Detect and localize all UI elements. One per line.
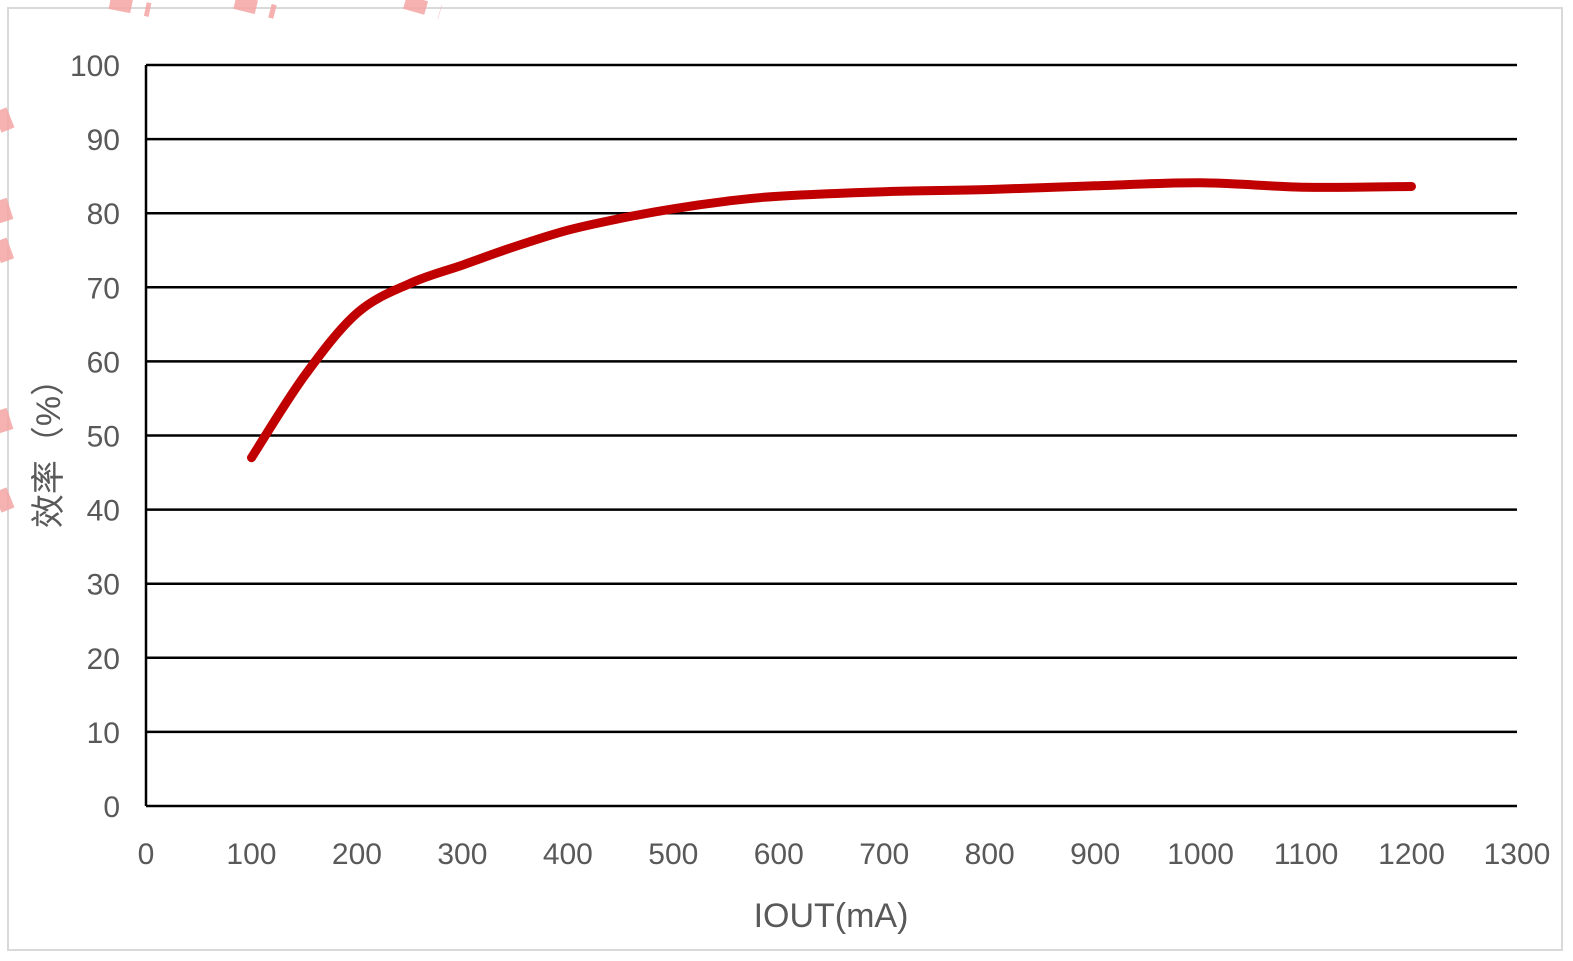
x-tick-label: 100	[226, 838, 276, 871]
y-tick-label: 100	[70, 50, 120, 83]
x-tick-label: 900	[1070, 838, 1120, 871]
y-tick-label: 0	[103, 791, 120, 824]
watermark-marks	[0, 0, 442, 513]
x-tick-label: 1200	[1378, 838, 1445, 871]
chart-frame	[7, 7, 1563, 951]
y-tick-label: 60	[87, 346, 120, 379]
x-axis-title: IOUT(mA)	[754, 897, 909, 935]
x-tick-label: 200	[332, 838, 382, 871]
y-gridlines	[144, 63, 1517, 808]
x-tick-label: 400	[543, 838, 593, 871]
series-line-0	[247, 178, 1416, 463]
x-tick-label: 1000	[1167, 838, 1234, 871]
x-tick-label: 300	[437, 838, 487, 871]
x-tick-label: 600	[754, 838, 804, 871]
x-tick-labels: 0 100 200 300 400 500 600 700 800 900 1000 1100 1200…	[138, 838, 1551, 871]
y-tick-label: 50	[87, 421, 120, 454]
y-tick-label: 70	[87, 272, 120, 305]
x-tick-label: 500	[648, 838, 698, 871]
x-tick-label: 1300	[1484, 838, 1551, 871]
y-tick-label: 20	[87, 643, 120, 676]
y-tick-label: 90	[87, 124, 120, 157]
y-tick-label: 30	[87, 569, 120, 602]
y-tick-label: 40	[87, 495, 120, 528]
y-tick-label: 10	[87, 717, 120, 750]
x-tick-label: 700	[859, 838, 909, 871]
y-axis-title: 效率（%）	[30, 362, 68, 528]
x-tick-label: 800	[965, 838, 1015, 871]
x-tick-label: 1100	[1274, 838, 1339, 871]
y-tick-label: 80	[87, 198, 120, 231]
series-lines	[247, 178, 1416, 463]
x-tick-label: 0	[138, 838, 155, 871]
y-tick-labels: 0 10 20 30 40 50 60 70 80 90 100	[70, 50, 120, 824]
